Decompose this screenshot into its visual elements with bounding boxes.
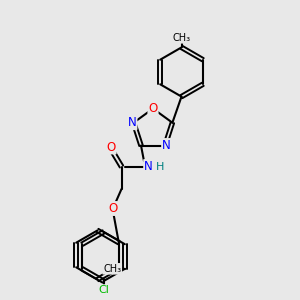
Text: N: N	[144, 160, 153, 173]
Text: CH₃: CH₃	[103, 264, 121, 274]
Text: O: O	[148, 102, 158, 115]
Text: O: O	[106, 140, 116, 154]
Text: O: O	[108, 202, 117, 215]
Text: N: N	[128, 116, 136, 129]
Text: N: N	[162, 139, 171, 152]
Text: CH₃: CH₃	[172, 33, 190, 43]
Text: H: H	[156, 161, 165, 172]
Text: Cl: Cl	[98, 285, 109, 295]
